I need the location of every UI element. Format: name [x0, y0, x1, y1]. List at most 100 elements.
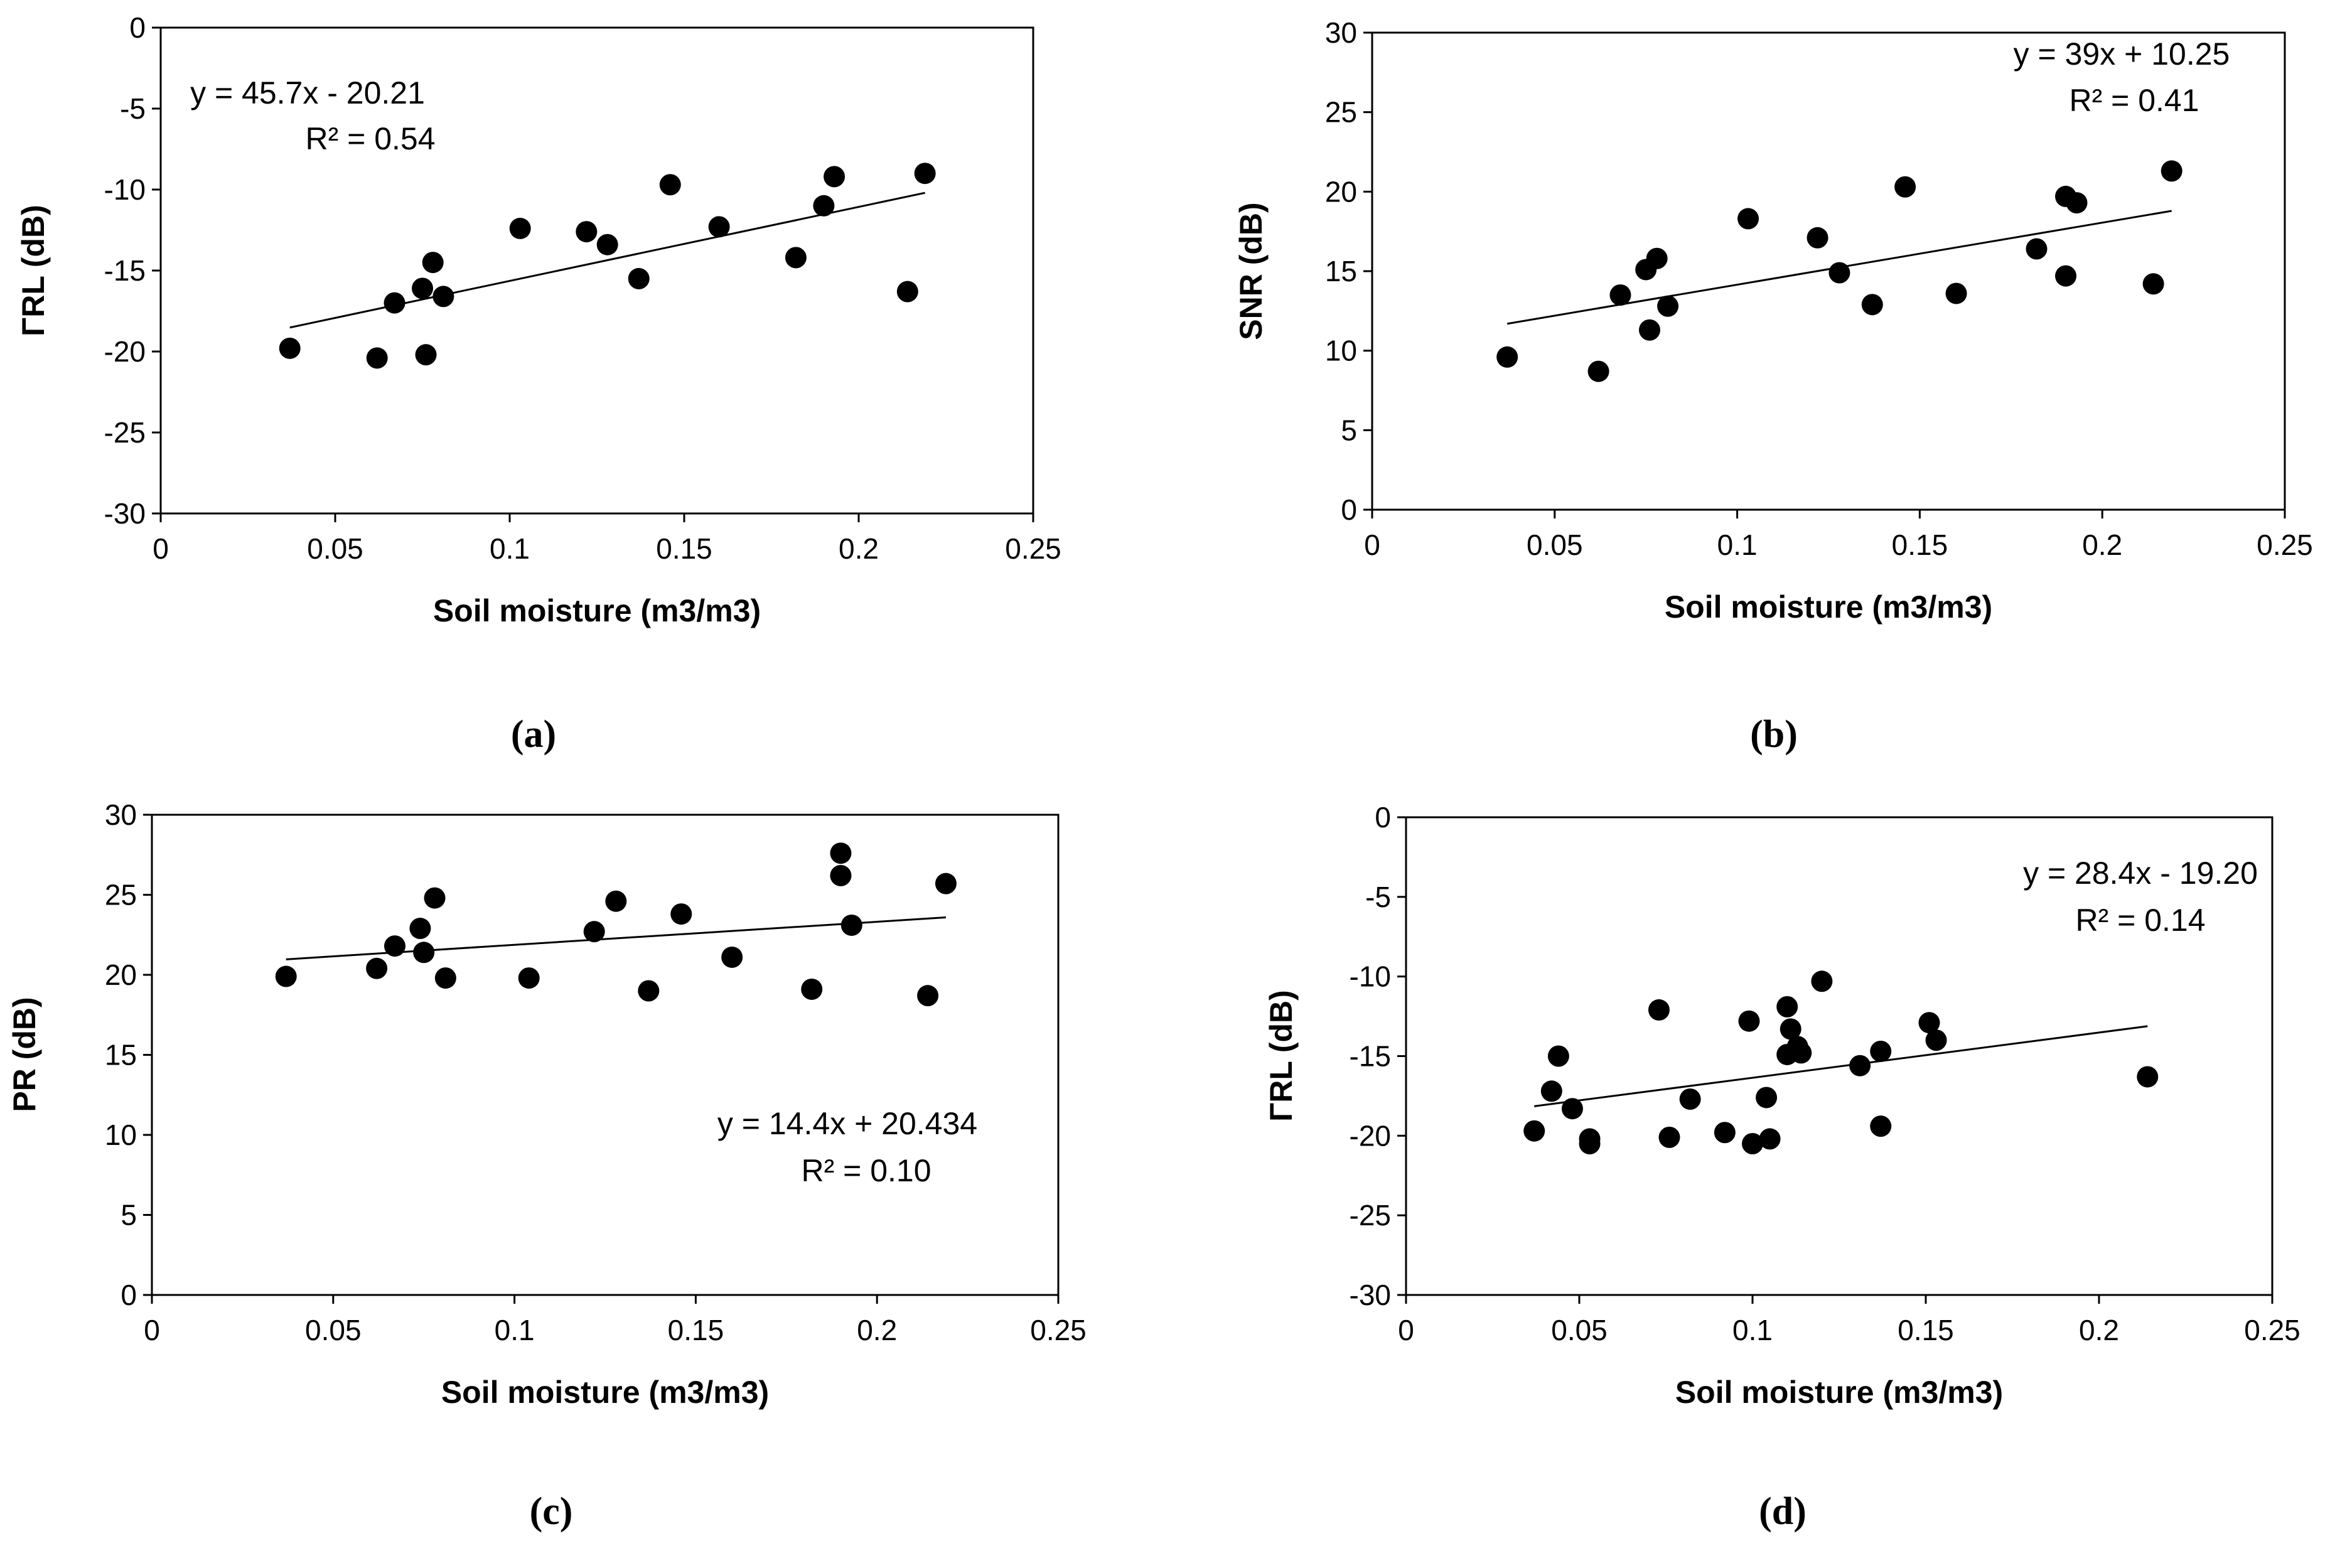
data-point: [830, 842, 852, 864]
data-point: [1759, 1128, 1781, 1150]
y-tick-label: -5: [1365, 881, 1391, 913]
y-tick-label: -20: [1350, 1119, 1391, 1152]
y-tick-label: 5: [121, 1199, 137, 1232]
data-point: [1547, 1045, 1569, 1067]
data-point: [1657, 295, 1679, 317]
data-point: [721, 946, 743, 968]
data-point: [1658, 1126, 1680, 1148]
y-tick-label: 0: [121, 1279, 137, 1311]
data-point: [384, 935, 405, 957]
data-point: [830, 864, 852, 886]
y-tick-label: 0: [129, 11, 146, 44]
y-tick-label: -15: [1350, 1040, 1391, 1073]
data-point: [279, 337, 301, 359]
data-point: [1945, 282, 1967, 304]
x-tick-label: 0.05: [1527, 529, 1583, 561]
chart-panel-c: 0 5 10 15 20 25 30 0 0.05 0.1 0.15 0.2 0.25 Soil mois…: [7, 798, 1087, 1533]
data-point: [1780, 1018, 1801, 1040]
y-tick-label: -25: [104, 416, 146, 449]
x-tick-label: 0.2: [857, 1314, 897, 1346]
data-point: [785, 247, 807, 269]
y-tick-label: 0: [1341, 493, 1357, 526]
x-axis-label: Soil moisture (m3/m3): [433, 593, 761, 628]
data-point: [275, 965, 297, 987]
plot-frame: [151, 814, 1060, 1296]
data-point: [422, 252, 444, 274]
data-point: [432, 286, 454, 308]
x-tick-label: 0.1: [490, 532, 530, 565]
y-tick-label: 30: [1325, 16, 1357, 49]
x-tick-label: 0: [1364, 529, 1380, 561]
data-point: [583, 921, 605, 943]
data-point: [2161, 160, 2182, 182]
data-point: [2055, 265, 2077, 287]
chart-panel-b: 0 5 10 15 20 25 30 0 0.05 0.1 0.15 0.2 0.25 Soil mois…: [1233, 16, 2313, 756]
data-point: [1609, 284, 1631, 306]
data-point: [1737, 208, 1759, 230]
chart-panel-d: -30 -25 -20 -15 -10 -5 0 0 0.05 0.1 0.15 0.2 0.25 Soi…: [1264, 801, 2300, 1533]
x-tick-label: 0.2: [2082, 529, 2122, 561]
data-point: [1679, 1088, 1701, 1110]
y-tick-label: 0: [1375, 801, 1391, 834]
x-tick-label: 0.25: [2244, 1314, 2300, 1346]
y-tick-label: -30: [1350, 1279, 1391, 1311]
y-axis-label: PR (dB): [7, 997, 42, 1112]
x-tick-label: 0.2: [839, 532, 879, 565]
data-point: [2066, 192, 2088, 214]
data-point: [1861, 294, 1883, 316]
data-point: [1646, 247, 1668, 269]
data-point: [914, 163, 936, 185]
data-point: [605, 890, 627, 912]
data-point: [518, 967, 540, 989]
panel-caption: (a): [511, 713, 556, 756]
data-point: [1807, 227, 1828, 249]
data-point: [1587, 360, 1609, 382]
y-tick-label: 5: [1341, 414, 1357, 446]
data-point: [1579, 1133, 1601, 1155]
data-point: [1790, 1042, 1812, 1064]
data-point: [1925, 1029, 1947, 1051]
data-point: [708, 216, 730, 238]
x-tick-label: 0.25: [2257, 529, 2313, 561]
data-point: [670, 903, 692, 925]
data-point: [935, 873, 957, 894]
data-point: [1496, 346, 1518, 368]
y-tick-label: 20: [1325, 175, 1357, 208]
regression-equation: y = 14.4x + 20.434: [717, 1106, 977, 1141]
data-point: [2142, 273, 2164, 295]
data-point: [813, 195, 835, 217]
chart-panel-a: -30 -25 -20 -15 -10 -5 0 0 0.05 0.1 0.15 0.2 0.25 Soi…: [16, 11, 1061, 756]
y-tick-label: -30: [104, 497, 146, 530]
y-axis-label: ΓRL (dB): [1264, 990, 1299, 1122]
y-axis-label: SNR (dB): [1233, 202, 1269, 340]
x-tick-label: 0.05: [305, 1314, 362, 1346]
data-point: [1756, 1087, 1778, 1109]
y-axis-label: ΓRL (dB): [16, 205, 51, 336]
r-squared: R² = 0.10: [801, 1153, 931, 1188]
data-point: [576, 221, 598, 243]
data-point: [1776, 996, 1798, 1018]
data-point: [824, 166, 846, 188]
x-tick-label: 0.25: [1005, 532, 1061, 565]
data-point: [1918, 1012, 1940, 1034]
data-point: [801, 978, 823, 1000]
data-point: [1540, 1080, 1562, 1102]
y-tick-label: -10: [1350, 960, 1391, 993]
data-point: [384, 292, 405, 314]
x-tick-label: 0.1: [495, 1314, 535, 1346]
y-tick-label: -25: [1350, 1199, 1391, 1232]
data-point: [413, 942, 435, 964]
data-point: [1849, 1055, 1871, 1077]
data-point: [1870, 1115, 1892, 1137]
x-tick-label: 0.1: [1732, 1314, 1773, 1346]
data-point: [896, 281, 918, 303]
y-tick-label: 10: [1325, 335, 1357, 367]
x-tick-label: 0.05: [307, 532, 363, 565]
data-point: [1639, 319, 1661, 341]
x-tick-label: 0.15: [668, 1314, 724, 1346]
data-point: [509, 217, 531, 239]
r-squared: R² = 0.14: [2075, 903, 2205, 938]
y-tick-label: 10: [105, 1119, 137, 1151]
data-point: [1811, 970, 1833, 992]
y-tick-label: 15: [1325, 255, 1357, 287]
